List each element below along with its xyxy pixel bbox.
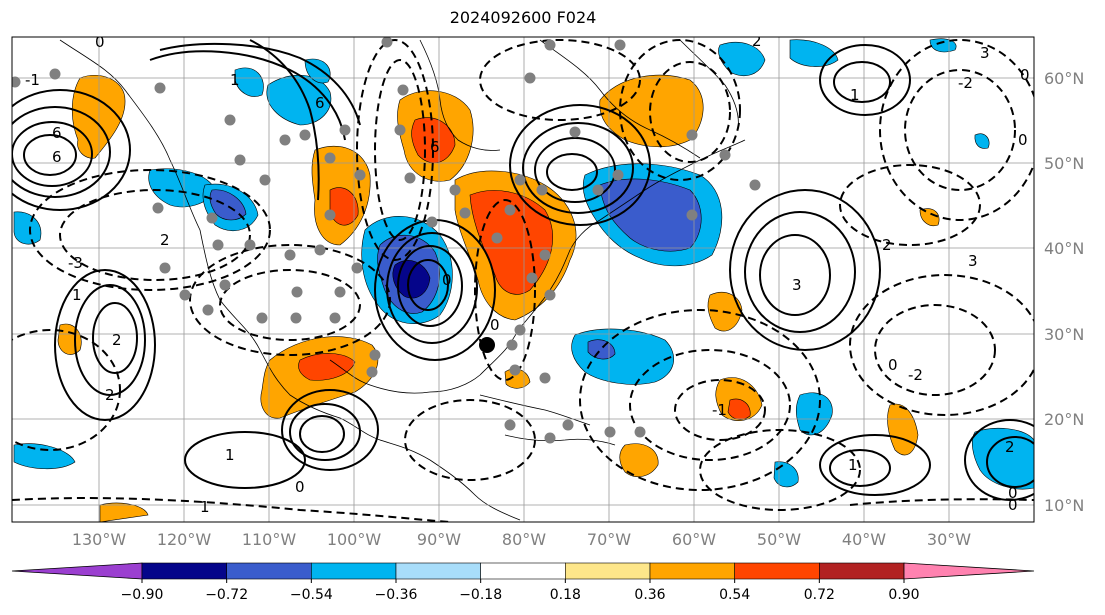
latitude-axis: 60°N 50°N 40°N 30°N 20°N 10°N [1044,69,1084,515]
colorbar-tick-label: −0.54 [290,587,333,603]
map-title: 2024092600 F024 [449,8,597,27]
lon-label: 50°W [757,530,801,549]
storm-center-marker [479,337,495,353]
svg-text:0: 0 [1008,484,1018,502]
svg-text:0: 0 [295,478,305,496]
longitude-axis: 130°W 120°W 110°W 100°W 90°W 80°W 70°W 6… [72,530,971,549]
map-plot-area: 0 6 6 6 2 3 1 0 -3 2 3 2 1 0 6 0 3 1 -1 … [12,32,1034,522]
svg-text:6: 6 [430,138,440,156]
lon-label: 40°W [842,530,886,549]
colorbar-tick-label: 0.18 [550,587,581,603]
svg-text:1: 1 [850,86,860,104]
lat-label: 30°N [1044,325,1084,344]
svg-text:6: 6 [52,148,62,166]
svg-text:2: 2 [112,331,122,349]
colorbar-segment [565,562,651,580]
svg-text:3: 3 [980,44,990,62]
map-frame [11,36,1035,523]
colorbar-segment [395,562,481,580]
svg-text:1: 1 [200,498,210,516]
colorbar-tick-label: 0.54 [719,587,750,603]
svg-text:-1: -1 [25,71,40,89]
lon-label: 60°W [672,530,716,549]
svg-text:-2: -2 [958,74,973,92]
svg-text:-3: -3 [68,254,83,272]
colorbar-tick-label: −0.36 [375,587,418,603]
lon-label: 30°W [927,530,971,549]
colorbar-extend-min [11,562,143,580]
svg-text:2: 2 [105,386,115,404]
colorbar-segment [141,562,227,580]
lon-label: 110°W [242,530,297,549]
lon-label: 70°W [587,530,631,549]
svg-text:0: 0 [490,316,500,334]
svg-text:1: 1 [230,71,240,89]
svg-text:0: 0 [442,271,452,289]
lat-label: 10°N [1044,496,1084,515]
svg-text:0: 0 [1018,131,1028,149]
lon-label: 120°W [157,530,212,549]
svg-text:0: 0 [1008,496,1018,514]
colorbar-segment [226,562,312,580]
colorbar-tick-label: −0.90 [121,587,164,603]
lat-label: 20°N [1044,410,1084,429]
colorbar-segment [649,562,735,580]
station-markers [12,37,761,444]
lon-label: 90°W [417,530,461,549]
lon-label: 80°W [502,530,546,549]
svg-text:2: 2 [752,32,762,50]
colorbar-extend-max [903,562,1035,580]
lat-label: 40°N [1044,239,1084,258]
svg-text:0: 0 [1020,66,1030,84]
colorbar-tick-label: −0.72 [205,587,248,603]
colorbar-tick-label: 0.72 [804,587,835,603]
colorbar-segment [311,562,397,580]
svg-text:6: 6 [315,94,325,112]
lon-label: 100°W [327,530,382,549]
svg-text:3: 3 [968,252,978,270]
colorbar-tick-label: −0.18 [459,587,502,603]
svg-text:1: 1 [848,456,858,474]
svg-text:2: 2 [882,236,892,254]
lat-label: 50°N [1044,154,1084,173]
colorbar-tick-label: 0.36 [634,587,665,603]
svg-text:6: 6 [52,124,62,142]
svg-text:-2: -2 [908,366,923,384]
svg-text:-1: -1 [712,401,727,419]
colorbar-segment [819,562,905,580]
svg-text:1: 1 [225,446,235,464]
lon-label: 130°W [72,530,127,549]
colorbar-tick-label: 0.90 [888,587,919,603]
svg-text:1: 1 [72,286,82,304]
svg-text:3: 3 [792,276,802,294]
colorbar: −0.90 −0.72 −0.54 −0.36 −0.18 0.18 0.36 0.54 0.7… [11,562,1035,603]
lat-label: 60°N [1044,69,1084,88]
svg-text:2: 2 [1005,438,1015,456]
svg-text:0: 0 [888,356,898,374]
colorbar-segment [734,562,820,580]
contour-labels: 0 6 6 6 2 3 1 0 -3 2 3 2 1 0 6 0 3 1 -1 … [25,32,1030,516]
svg-text:0: 0 [95,33,105,51]
colorbar-segment [480,562,566,580]
svg-text:2: 2 [160,231,170,249]
negative-contours [12,39,1034,522]
